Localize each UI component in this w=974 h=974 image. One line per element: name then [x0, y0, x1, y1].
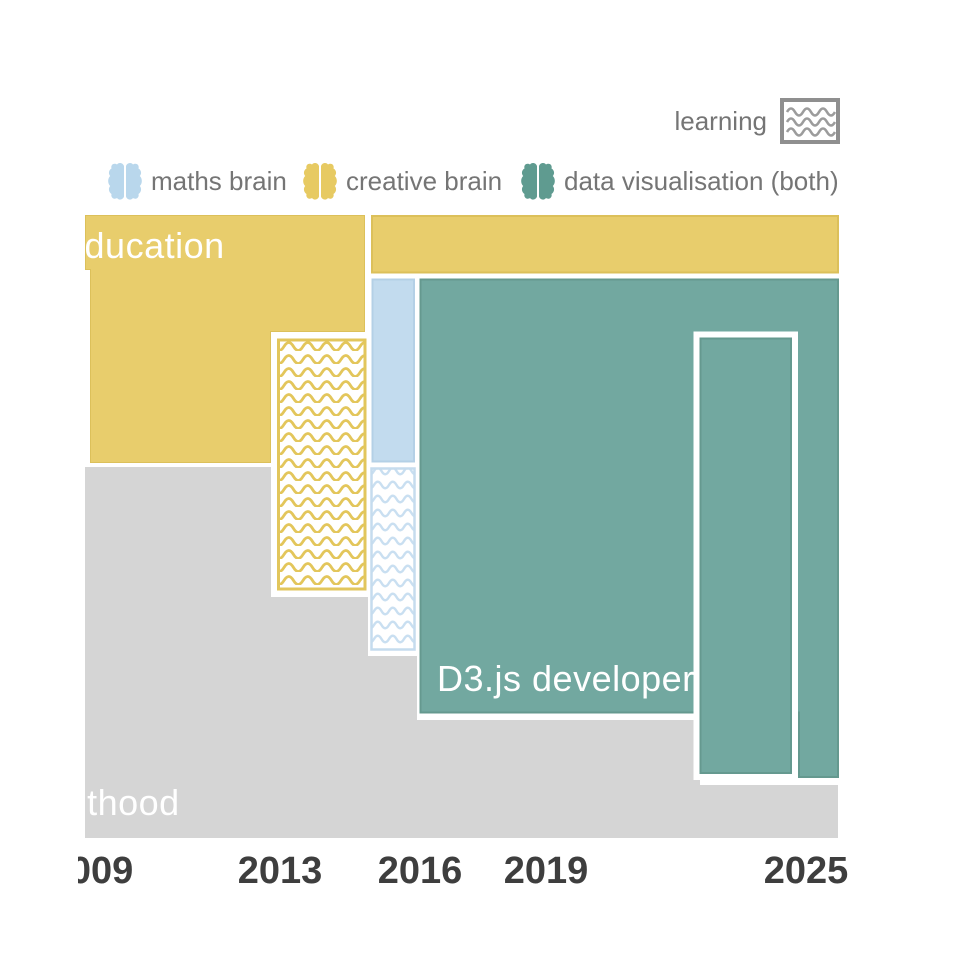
- axis-tick-2025: 2025: [764, 850, 849, 892]
- nested-teal-block: [693, 331, 798, 780]
- axis-tick-2013: 2013: [238, 850, 323, 892]
- wavy-pattern-icon: [785, 107, 836, 137]
- x-axis: 2009 2013 2016 2019 2025: [49, 850, 849, 892]
- legend-item-data-visualisation: data visualisation (both): [521, 160, 839, 202]
- adulthood-label: adulthood: [17, 782, 180, 823]
- maths-brain-block: [371, 278, 415, 463]
- data-visualisation-brain-icon: [521, 162, 555, 200]
- legend-label-creative-brain: creative brain: [346, 165, 503, 196]
- legend-label-maths-brain: maths brain: [151, 165, 287, 196]
- legend-learning-label: learning: [674, 105, 767, 136]
- learning-pattern-swatch-icon: [780, 98, 840, 144]
- maths-brain-icon: [108, 162, 142, 200]
- maths-learning-block: [370, 467, 416, 651]
- axis-tick-2019: 2019: [504, 850, 589, 892]
- education-label: education: [64, 225, 225, 266]
- creative-learning-block: [277, 338, 367, 591]
- legend-label-data-visualisation: data visualisation (both): [564, 165, 839, 196]
- creative-brain-icon: [303, 162, 337, 200]
- creative-strip-block: [371, 215, 839, 274]
- d3-developer-label: D3.js developer: [437, 658, 695, 699]
- legend-item-creative-brain: creative brain: [303, 160, 502, 202]
- adulthood-block: adulthood: [17, 467, 838, 838]
- legend-item-maths-brain: maths brain: [108, 160, 287, 202]
- axis-tick-2016: 2016: [378, 850, 463, 892]
- legend-learning: learning: [674, 98, 840, 144]
- axis-tick-2009: 2009: [49, 850, 134, 892]
- education-block: education: [64, 215, 365, 463]
